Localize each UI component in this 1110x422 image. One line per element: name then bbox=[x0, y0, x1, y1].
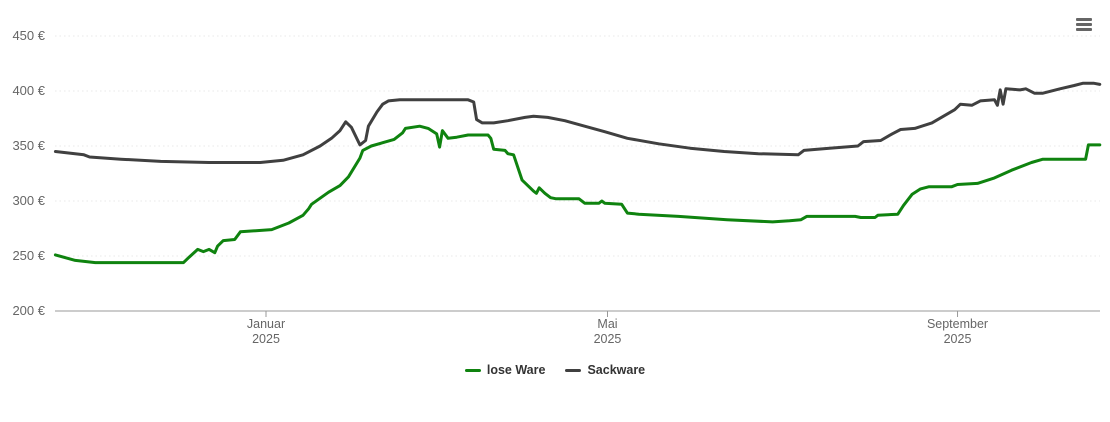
x-axis-label-year: 2025 bbox=[593, 332, 622, 346]
y-axis-label: 400 € bbox=[12, 83, 45, 98]
chart-context-menu-button[interactable] bbox=[1072, 14, 1096, 34]
x-axis-label-month: September bbox=[926, 317, 989, 331]
x-axis-label: September 2025 bbox=[927, 317, 988, 347]
x-axis-label-year: 2025 bbox=[943, 332, 972, 346]
hamburger-menu-icon bbox=[1076, 17, 1092, 21]
y-axis-label: 350 € bbox=[12, 138, 45, 153]
chart-legend: lose Ware Sackware bbox=[0, 363, 1110, 377]
hamburger-menu-icon bbox=[1076, 22, 1092, 26]
legend-label: Sackware bbox=[587, 363, 646, 377]
legend-line-icon bbox=[464, 368, 481, 372]
x-axis-label-month: Mai bbox=[597, 317, 618, 331]
y-axis-label: 450 € bbox=[12, 28, 45, 43]
y-axis-label: 250 € bbox=[12, 248, 45, 263]
series-line-sackware bbox=[53, 81, 1102, 164]
legend-label: lose Ware bbox=[486, 363, 546, 377]
y-axis-label: 200 € bbox=[12, 303, 45, 318]
x-axis-label: Januar 2025 bbox=[247, 317, 285, 347]
x-axis-label-year: 2025 bbox=[252, 332, 280, 346]
y-axis-label: 300 € bbox=[12, 193, 45, 208]
legend-line-icon bbox=[565, 368, 582, 372]
legend-item-sackware[interactable]: Sackware bbox=[565, 363, 645, 377]
series-line-lose-ware bbox=[53, 124, 1102, 265]
x-axis-label-month: Januar bbox=[246, 317, 286, 331]
x-axis-label: Mai 2025 bbox=[594, 317, 622, 347]
hamburger-menu-icon bbox=[1076, 27, 1092, 31]
legend-item-lose-ware[interactable]: lose Ware bbox=[464, 363, 546, 377]
